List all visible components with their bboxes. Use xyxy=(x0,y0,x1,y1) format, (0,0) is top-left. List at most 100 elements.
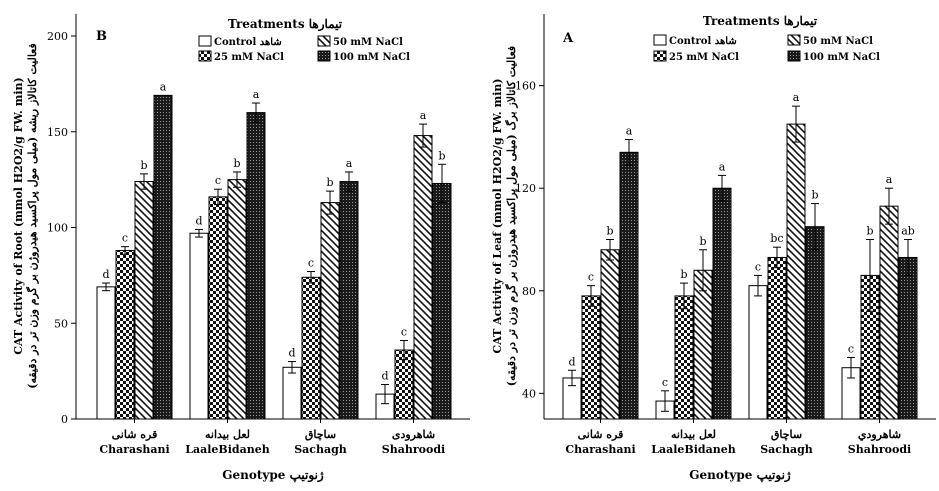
significance-letter: c xyxy=(122,232,128,245)
bar-25mm xyxy=(115,249,135,420)
significance-letter: b xyxy=(606,225,613,238)
bar-50mm xyxy=(227,179,247,420)
significance-letter: a xyxy=(160,80,167,93)
category-label-fa: لعل بیدانه xyxy=(205,428,250,441)
significance-letter: b xyxy=(680,268,687,281)
legend-title: Treatments تیمارها xyxy=(703,14,818,29)
significance-letter: a xyxy=(253,88,260,101)
significance-letter: a xyxy=(626,124,633,137)
bar-25mm xyxy=(208,196,228,420)
legend-label-100mm: 100 mM NaCl xyxy=(803,52,880,63)
category-label-en: LaaleBidaneh xyxy=(185,443,269,456)
bar-control xyxy=(189,232,209,420)
category-label-en: Shahroodi xyxy=(848,443,911,456)
category-label-en: Charashani xyxy=(565,443,635,456)
category-label-fa: قره شانی xyxy=(112,428,158,441)
bar-100mm xyxy=(619,151,639,420)
panel-label: B xyxy=(96,29,107,44)
significance-letter: a xyxy=(719,160,726,173)
significance-letter: b xyxy=(326,176,333,189)
legend-swatch-control xyxy=(198,35,212,47)
bar-control xyxy=(282,366,302,420)
legend-label-100mm: 100 mM NaCl xyxy=(333,52,410,63)
significance-letter: c xyxy=(308,257,314,270)
significance-letter: a xyxy=(793,91,800,104)
y-tick-label: 100 xyxy=(47,222,68,235)
legend-swatch-50mm xyxy=(317,35,331,47)
category-label-fa: لعل بیدانه xyxy=(671,428,716,441)
significance-letter: c xyxy=(755,260,761,273)
significance-letter: c xyxy=(588,271,594,284)
bar-100mm xyxy=(432,182,452,420)
significance-letter: d xyxy=(568,355,575,368)
category-label-fa: شاهرودی xyxy=(392,428,435,441)
bar-25mm xyxy=(767,256,787,420)
significance-letter: b xyxy=(811,189,818,202)
bar-25mm xyxy=(674,295,694,420)
bar-control xyxy=(96,286,116,420)
legend-swatch-25mm xyxy=(198,50,212,62)
bar-50mm xyxy=(786,123,806,420)
significance-letter: a xyxy=(346,157,353,170)
leaf-cat-chart: A Treatments تیمارها Control شاهد 25 mM … xyxy=(491,14,936,483)
bar-100mm xyxy=(712,187,732,420)
category-label-fa: شاهرودي xyxy=(858,428,901,442)
y-axis-label-fa: (میلی مول پراکسید هیدروژن بر گرم وزن تر … xyxy=(25,43,39,389)
significance-letter: b xyxy=(140,159,147,172)
significance-letter: ab xyxy=(901,225,915,238)
significance-letter: a xyxy=(420,109,427,122)
bar-100mm xyxy=(339,181,359,420)
y-tick-label: 120 xyxy=(515,182,536,195)
significance-letter: b xyxy=(438,149,445,162)
bar-50mm xyxy=(413,135,433,420)
legend-title: Treatments تیمارها xyxy=(228,17,343,32)
y-tick-label: 200 xyxy=(47,30,68,43)
legend-swatch-100mm xyxy=(787,50,801,62)
legend-swatch-50mm xyxy=(787,34,801,46)
legend-swatch-100mm xyxy=(317,50,331,62)
legend-label-25mm: 25 mM NaCl xyxy=(214,52,284,63)
bar-25mm xyxy=(394,349,414,420)
legend: Control شاهد 25 mM NaCl 50 mM NaCl 100 m… xyxy=(653,34,880,63)
bar-25mm xyxy=(581,295,601,420)
y-tick-label: 40 xyxy=(522,387,536,400)
y-axis-label-en: CAT Activity of Root (mmol H2O2/g FW. mi… xyxy=(12,77,25,354)
legend-label-50mm: 50 mM NaCl xyxy=(333,37,403,48)
bar-50mm xyxy=(600,249,620,420)
significance-letter: d xyxy=(102,268,109,281)
y-tick-label: 0 xyxy=(61,413,68,426)
bar-100mm xyxy=(805,226,825,420)
root-cat-chart: B Treatments تیمارها Control شاهد 25 mM … xyxy=(12,14,470,483)
legend-swatch-25mm xyxy=(653,50,667,62)
significance-letter: c xyxy=(215,174,221,187)
legend-label-control: Control شاهد xyxy=(669,36,737,47)
category-label-fa: ساچاق xyxy=(305,428,336,441)
legend-swatch-control xyxy=(653,34,667,46)
y-tick-label: 80 xyxy=(522,285,536,298)
bar-100mm xyxy=(153,94,173,420)
bar-100mm xyxy=(898,256,918,420)
significance-letter: a xyxy=(886,173,893,186)
y-tick-label: 50 xyxy=(54,317,68,330)
significance-letter: c xyxy=(401,325,407,338)
bar-100mm xyxy=(246,112,266,420)
bar-25mm xyxy=(301,276,321,420)
x-axis-title: Genotype ژنوتیپ xyxy=(222,468,324,483)
bar-50mm xyxy=(693,269,713,420)
category-label-fa: ساچاق xyxy=(771,428,802,441)
significance-letter: d xyxy=(381,370,388,383)
significance-letter: c xyxy=(662,376,668,389)
bar-50mm xyxy=(320,202,340,420)
category-label-en: Sachagh xyxy=(760,443,813,456)
bar-50mm xyxy=(879,205,899,420)
bar-50mm xyxy=(134,181,154,420)
y-tick-label: 150 xyxy=(47,126,68,139)
y-axis-label-en: CAT Activity of Leaf (mmol H2O2/g FW. mi… xyxy=(491,78,504,353)
significance-letter: b xyxy=(699,235,706,248)
category-label-en: LaaleBidaneh xyxy=(651,443,735,456)
significance-letter: d xyxy=(195,214,202,227)
legend-label-25mm: 25 mM NaCl xyxy=(669,52,739,63)
y-tick-label: 160 xyxy=(515,80,536,93)
legend: Control شاهد 25 mM NaCl 50 mM NaCl 100 m… xyxy=(198,35,410,63)
